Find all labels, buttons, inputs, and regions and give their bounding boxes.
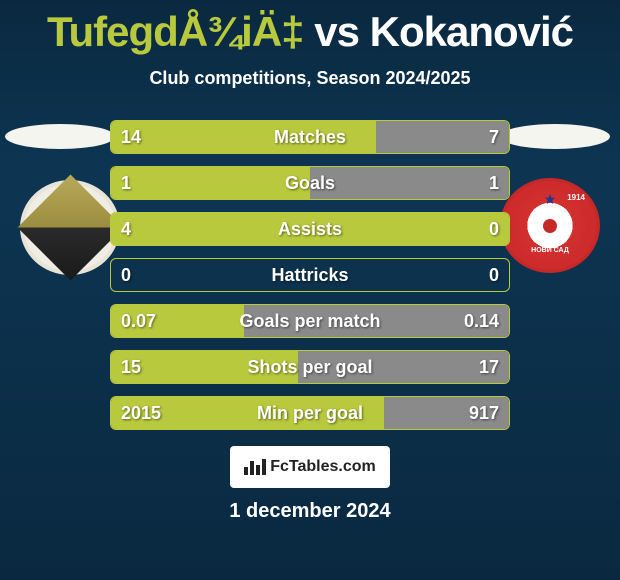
player1-avatar-placeholder: [5, 124, 115, 149]
star-icon: ★: [544, 191, 557, 208]
date-label: 1 december 2024: [0, 500, 620, 523]
stat-label: Shots per goal: [111, 357, 509, 378]
stats-container: 147Matches 11Goals 40Assists 00Hattricks 0.0…: [110, 120, 510, 442]
stat-label: Min per goal: [111, 403, 509, 424]
club-badge-right-center: [534, 210, 566, 242]
stat-row: 11Goals: [110, 166, 510, 200]
player2-avatar-placeholder: [500, 124, 610, 149]
stat-row: 0.070.14Goals per match: [110, 304, 510, 338]
player2-name: Kokanović: [370, 8, 573, 55]
stat-row: 40Assists: [110, 212, 510, 246]
stat-label: Matches: [111, 127, 509, 148]
bars-icon: [244, 459, 266, 475]
stat-label: Assists: [111, 219, 509, 240]
vs-label: vs: [314, 8, 359, 55]
club-badge-left: [20, 180, 120, 275]
stat-label: Hattricks: [111, 265, 509, 286]
stat-row: 2015917Min per goal: [110, 396, 510, 430]
stat-label: Goals: [111, 173, 509, 194]
club-badge-left-shape: [17, 174, 123, 280]
branding-badge: FcTables.com: [230, 446, 390, 488]
club-badge-right: ★ 1914 НОВИ САД: [500, 178, 600, 273]
subtitle: Club competitions, Season 2024/2025: [0, 68, 620, 89]
player1-name: TufegdÅ¾iÄ‡: [47, 8, 304, 55]
stat-label: Goals per match: [111, 311, 509, 332]
stat-row: 1517Shots per goal: [110, 350, 510, 384]
branding-text: FcTables.com: [270, 458, 376, 476]
club-year: 1914: [567, 193, 585, 202]
stat-row: 00Hattricks: [110, 258, 510, 292]
stat-row: 147Matches: [110, 120, 510, 154]
comparison-title: TufegdÅ¾iÄ‡ vs Kokanović: [0, 0, 620, 56]
club-city: НОВИ САД: [503, 247, 597, 254]
